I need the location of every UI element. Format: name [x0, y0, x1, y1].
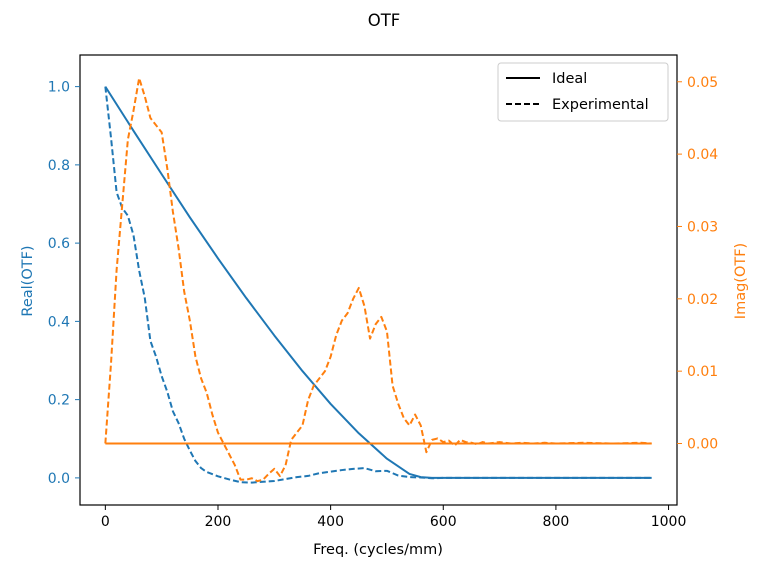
y-right-tick-label: 0.04 [687, 147, 718, 163]
y-right-tick-label: 0.03 [687, 219, 718, 235]
axis-layer: 0 200 400 600 800 1000 0.0 0.2 0.4 0.6 0.8 1.0 0.00 0… [48, 54, 718, 530]
series-left-experimental-line [104, 86, 652, 484]
y-left-tick-label: 0.0 [48, 471, 70, 487]
y-left-tick-label: 1.0 [48, 80, 70, 96]
y-left-tick-label: 0.4 [48, 314, 70, 330]
series-right-experimental-line [104, 77, 652, 483]
y-left-tick-label: 0.2 [48, 393, 70, 409]
x-tick-label: 200 [205, 514, 232, 530]
y-right-tick-label: 0.00 [687, 437, 718, 453]
plot-frame [79, 54, 678, 506]
series-layer [104, 77, 652, 484]
x-tick-label: 1000 [651, 514, 687, 530]
x-tick-label: 600 [430, 514, 457, 530]
y-right-tick-label: 0.05 [687, 75, 718, 91]
y-right-tick-label: 0.01 [687, 364, 718, 380]
x-tick-label: 400 [317, 514, 344, 530]
chart-title: OTF [368, 11, 401, 30]
legend-box [497, 62, 669, 122]
legend-ideal-label: Ideal [552, 71, 587, 87]
y-left-tick-label: 0.8 [48, 158, 70, 174]
x-tick-label: 0 [101, 514, 110, 530]
series-left-ideal-line [104, 86, 652, 479]
y-left-tick-label: 0.6 [48, 236, 70, 252]
legend-experimental-label: Experimental [552, 97, 649, 113]
y-right-tick-label: 0.02 [687, 292, 718, 308]
x-axis-label: Freq. (cycles/mm) [313, 542, 443, 558]
legend: Ideal Experimental [497, 62, 669, 122]
y-right-axis-label: Imag(OTF) [733, 243, 749, 319]
y-left-axis-label: Real(OTF) [20, 245, 36, 316]
x-tick-label: 800 [543, 514, 570, 530]
